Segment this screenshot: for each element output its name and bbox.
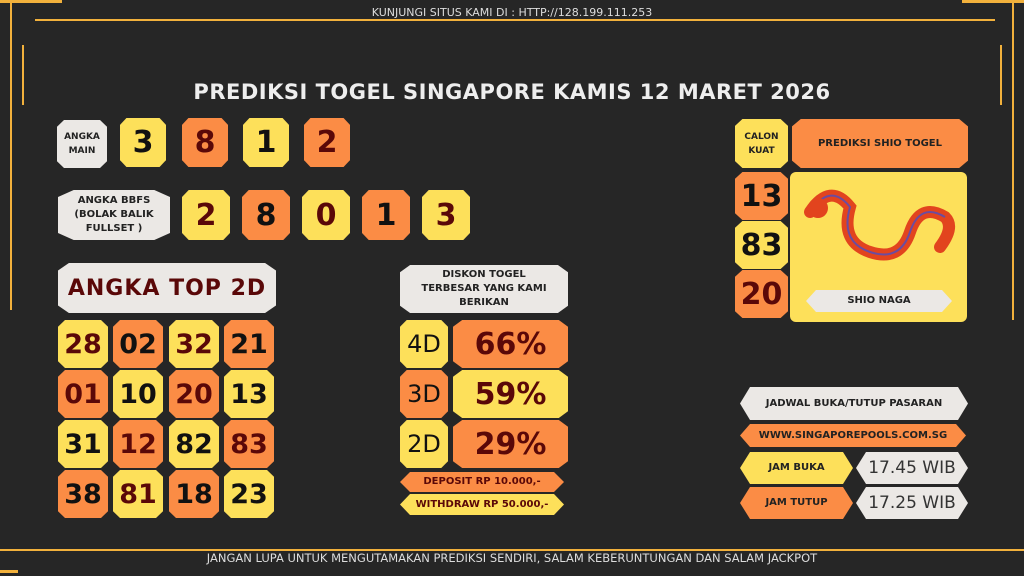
footer-text: JANGAN LUPA UNTUK MENGUTAMAKAN PREDIKSI … xyxy=(206,551,818,565)
frame-line xyxy=(962,0,1024,3)
diskon-label: DISKON TOGEL TERBESAR YANG KAMI BERIKAN xyxy=(400,265,568,313)
angka-main-digit: 3 xyxy=(120,118,166,167)
top2d-number: 83 xyxy=(224,420,274,468)
jam-buka-label: JAM BUKA xyxy=(740,452,853,484)
angka-main-digit: 8 xyxy=(182,118,228,167)
frame-line xyxy=(1000,45,1002,105)
prediksi-shio-title: PREDIKSI SHIO TOGEL xyxy=(792,119,968,168)
top2d-number: 12 xyxy=(113,420,163,468)
frame-line xyxy=(0,549,1024,551)
frame-line xyxy=(22,45,24,105)
diskon-type-4d: 4D xyxy=(400,320,448,368)
frame-line xyxy=(1012,0,1014,320)
diskon-value-4d: 66% xyxy=(453,320,568,368)
jadwal-title: JADWAL BUKA/TUTUP PASARAN xyxy=(740,387,968,420)
shio-number: 83 xyxy=(735,221,788,269)
bbfs-digit: 3 xyxy=(422,190,470,240)
top2d-label: ANGKA TOP 2D xyxy=(58,263,276,313)
diskon-value-3d: 59% xyxy=(453,370,568,418)
bbfs-digit: 1 xyxy=(362,190,410,240)
dragon-icon xyxy=(804,189,955,261)
bbfs-label: ANGKA BBFS (BOLAK BALIK FULLSET ) xyxy=(58,190,170,240)
shio-number: 13 xyxy=(735,172,788,220)
top2d-number: 02 xyxy=(113,320,163,368)
diskon-type-2d: 2D xyxy=(400,420,448,468)
top2d-number: 31 xyxy=(58,420,108,468)
top2d-number: 10 xyxy=(113,370,163,418)
shio-number: 20 xyxy=(735,270,788,318)
angka-main-digit: 1 xyxy=(243,118,289,167)
frame-line xyxy=(0,570,18,573)
top2d-number: 13 xyxy=(224,370,274,418)
top2d-number: 20 xyxy=(169,370,219,418)
top2d-number: 23 xyxy=(224,470,274,518)
frame-line xyxy=(35,19,995,21)
diskon-value-2d: 29% xyxy=(453,420,568,468)
frame-line xyxy=(10,0,12,310)
singaporepools-link[interactable]: WWW.SINGAPOREPOOLS.COM.SG xyxy=(740,424,966,447)
top2d-number: 21 xyxy=(224,320,274,368)
shio-name: SHIO NAGA xyxy=(806,290,952,312)
top2d-number: 01 xyxy=(58,370,108,418)
withdraw-info: WITHDRAW RP 50.000,- xyxy=(400,494,564,515)
top2d-number: 32 xyxy=(169,320,219,368)
angka-main-digit: 2 xyxy=(304,118,350,167)
jam-buka-value: 17.45 WIB xyxy=(856,452,968,484)
jam-tutup-value: 17.25 WIB xyxy=(856,487,968,519)
diskon-type-3d: 3D xyxy=(400,370,448,418)
top2d-number: 81 xyxy=(113,470,163,518)
jam-tutup-label: JAM TUTUP xyxy=(740,487,853,519)
deposit-info: DEPOSIT RP 10.000,- xyxy=(400,472,564,492)
bbfs-digit: 8 xyxy=(242,190,290,240)
calon-kuat-label: CALON KUAT xyxy=(735,119,788,168)
bbfs-digit: 2 xyxy=(182,190,230,240)
bbfs-digit: 0 xyxy=(302,190,350,240)
frame-line xyxy=(0,0,62,3)
top2d-number: 18 xyxy=(169,470,219,518)
angka-main-label: ANGKA MAIN xyxy=(57,120,107,168)
top2d-number: 82 xyxy=(169,420,219,468)
top2d-number: 28 xyxy=(58,320,108,368)
page-title: PREDIKSI TOGEL SINGAPORE KAMIS 12 MARET … xyxy=(193,80,831,104)
visit-text: KUNJUNGI SITUS KAMI DI : HTTP://128.199.… xyxy=(371,6,653,19)
top2d-number: 38 xyxy=(58,470,108,518)
